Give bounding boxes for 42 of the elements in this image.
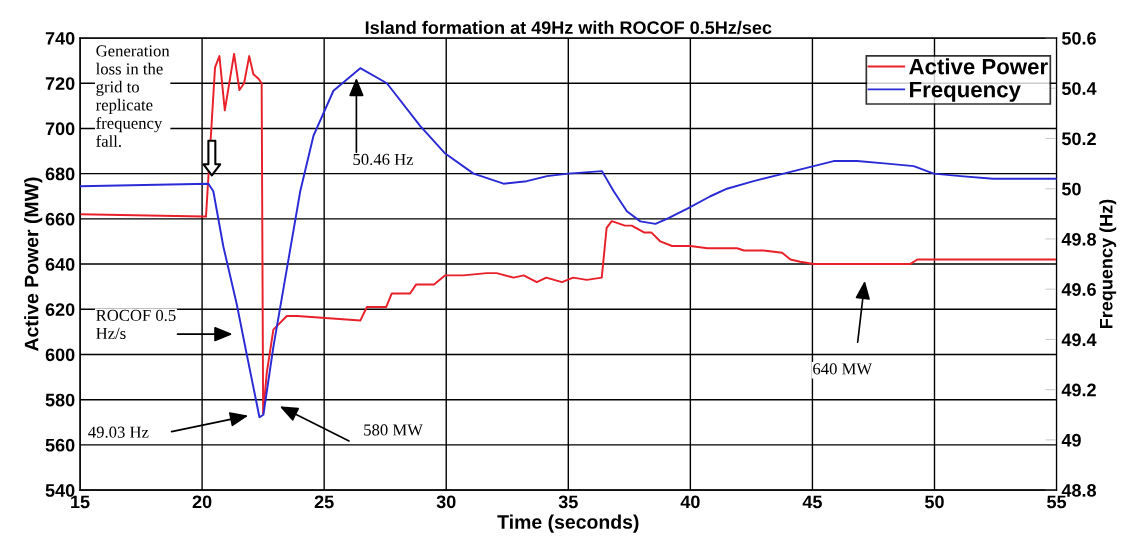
chart-title: Island formation at 49Hz with ROCOF 0.5Hz/sec (365, 20, 772, 35)
annotation: Generation loss in the grid to replicate frequency fall. (95, 45, 170, 147)
x-tick-label: 35 (558, 495, 578, 509)
y2-tick-label: 50.4 (1061, 82, 1097, 95)
y-tick-label: 660 (45, 212, 75, 226)
annotation: ROCOF 0.5 Hz/s (96, 309, 176, 340)
y2-tick-label: 48.8 (1061, 484, 1097, 497)
y-tick-label: 720 (45, 77, 75, 90)
y2-tick-label: 49.2 (1061, 383, 1096, 397)
y2-axis-title: Frequency (Hz) (1099, 199, 1117, 329)
y-tick-label: 740 (45, 31, 75, 45)
y-tick-label: 640 (45, 258, 75, 271)
x-tick-label: 25 (314, 495, 334, 509)
y2-tick-label: 50.2 (1061, 132, 1096, 146)
y-tick-label: 580 (45, 393, 75, 407)
y2-tick-label: 49.6 (1061, 283, 1096, 296)
legend-label: Frequency (910, 81, 1021, 102)
x-tick-label: 50 (925, 495, 944, 509)
y2-tick-label: 49.4 (1061, 333, 1097, 347)
y2-tick-label: 49 (1061, 433, 1081, 447)
y-tick-label: 560 (45, 438, 75, 452)
x-axis-title: Time (seconds) (497, 514, 639, 533)
y-tick-label: 680 (45, 167, 75, 181)
x-tick-label: 55 (1047, 495, 1067, 509)
y-tick-label: 700 (45, 122, 75, 136)
y-tick-label: 600 (45, 348, 75, 362)
y-tick-label: 540 (45, 484, 75, 497)
annotation: 640 MW (813, 363, 873, 375)
y2-tick-label: 50 (1061, 182, 1081, 196)
x-tick-label: 40 (680, 495, 700, 509)
legend-label: Active Power (909, 58, 1048, 75)
x-tick-label: 45 (802, 495, 822, 509)
x-tick-label: 15 (71, 495, 90, 509)
annotation: 50.46 Hz (353, 153, 414, 166)
y2-tick-label: 50.6 (1061, 31, 1096, 45)
y2-tick-label: 49.8 (1061, 232, 1097, 246)
x-tick-label: 30 (436, 495, 456, 509)
y-axis-title: Active Power (MW) (24, 177, 43, 352)
annotation: 49.03 Hz (88, 426, 149, 438)
annotation: 580 MW (364, 424, 423, 436)
x-tick-label: 20 (192, 495, 212, 509)
y-tick-label: 620 (45, 303, 75, 316)
